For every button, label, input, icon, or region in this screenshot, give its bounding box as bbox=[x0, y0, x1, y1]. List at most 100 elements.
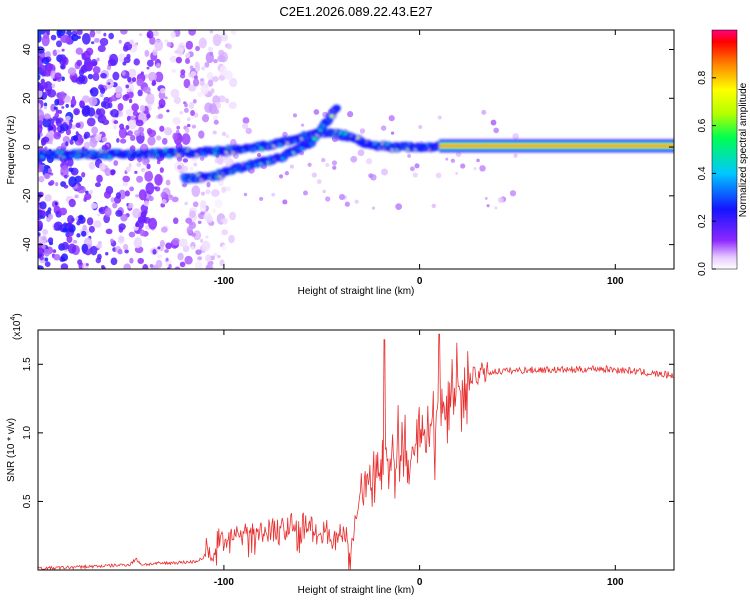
noise-blob bbox=[135, 222, 139, 228]
noise-blob bbox=[178, 238, 188, 248]
noise-blob bbox=[322, 189, 326, 194]
noise-blob bbox=[221, 131, 227, 137]
noise-blob bbox=[110, 197, 115, 203]
noise-blob bbox=[189, 166, 194, 171]
colorbar-ticks: 0.0 0.2 0.4 0.6 0.8 bbox=[697, 70, 716, 276]
noise-blob bbox=[164, 249, 169, 253]
noise-blob bbox=[173, 118, 180, 124]
noise-blob bbox=[222, 217, 228, 225]
noise-blob bbox=[371, 206, 376, 210]
noise-blob bbox=[414, 163, 420, 169]
noise-blob bbox=[109, 53, 119, 66]
noise-blob bbox=[497, 197, 504, 204]
noise-blob bbox=[174, 50, 179, 54]
noise-blob bbox=[54, 72, 62, 80]
noise-blob bbox=[146, 66, 150, 70]
y-tick-label: 1.0 bbox=[22, 425, 33, 439]
noise-blob bbox=[119, 138, 127, 144]
noise-blob bbox=[115, 85, 123, 96]
noise-blob bbox=[58, 54, 67, 66]
noise-blob bbox=[221, 244, 228, 251]
noise-blob bbox=[368, 173, 374, 179]
noise-blob bbox=[73, 134, 78, 142]
figure-title: C2E1.2026.089.22.43.E27 bbox=[279, 4, 432, 19]
noise-blob bbox=[137, 157, 143, 163]
noise-blob bbox=[321, 157, 326, 163]
noise-blob bbox=[68, 167, 74, 172]
noise-blob bbox=[344, 201, 350, 207]
noise-blob bbox=[110, 238, 114, 244]
noise-blob bbox=[60, 123, 69, 132]
noise-blob bbox=[38, 247, 45, 255]
spectrogram-y-label: Frequency (Hz) bbox=[6, 116, 17, 185]
noise-blob bbox=[61, 106, 65, 109]
noise-blob bbox=[122, 181, 128, 187]
steady-tone-band bbox=[439, 144, 674, 147]
noise-blob bbox=[104, 167, 112, 177]
noise-blob bbox=[172, 132, 178, 141]
noise-blob bbox=[198, 130, 205, 139]
noise-blob bbox=[53, 131, 62, 140]
noise-blob bbox=[138, 224, 143, 230]
noise-blob bbox=[75, 131, 79, 136]
noise-blob bbox=[214, 199, 223, 209]
noise-blob bbox=[133, 58, 140, 66]
noise-blob bbox=[412, 172, 418, 178]
noise-blob bbox=[191, 232, 197, 237]
noise-blob bbox=[282, 131, 288, 138]
noise-blob bbox=[117, 102, 124, 111]
noise-blob bbox=[96, 174, 103, 183]
noise-blob bbox=[48, 125, 54, 131]
noise-blob bbox=[73, 108, 80, 116]
noise-blob bbox=[76, 220, 81, 226]
noise-blob bbox=[170, 31, 176, 39]
noise-blob bbox=[54, 201, 58, 206]
noise-blob bbox=[164, 96, 168, 100]
noise-blob bbox=[490, 119, 497, 126]
noise-blob bbox=[98, 108, 106, 117]
noise-blob bbox=[78, 214, 84, 221]
noise-blob bbox=[56, 49, 61, 54]
noise-blob bbox=[479, 165, 486, 172]
snr-x-label: Height of straight line (km) bbox=[298, 585, 415, 596]
noise-blob bbox=[146, 113, 151, 119]
noise-blob bbox=[192, 201, 199, 208]
noise-blob bbox=[38, 220, 42, 226]
noise-blob bbox=[128, 231, 136, 238]
noise-blob bbox=[47, 168, 53, 174]
noise-blob bbox=[38, 176, 45, 183]
noise-blob bbox=[113, 160, 119, 166]
noise-blob bbox=[164, 39, 169, 43]
noise-blob bbox=[325, 196, 331, 202]
noise-blob bbox=[159, 125, 165, 132]
noise-blob bbox=[146, 32, 151, 39]
noise-blob bbox=[347, 111, 354, 118]
noise-blob bbox=[218, 49, 225, 57]
noise-blob bbox=[75, 47, 84, 55]
noise-blob bbox=[77, 74, 86, 83]
noise-blob bbox=[152, 49, 158, 56]
noise-blob bbox=[38, 232, 41, 237]
noise-blob bbox=[195, 45, 200, 52]
noise-blob bbox=[225, 134, 230, 139]
noise-blob bbox=[141, 157, 150, 166]
noise-blob bbox=[125, 84, 130, 89]
noise-blob bbox=[228, 101, 237, 110]
noise-blob bbox=[98, 84, 104, 91]
snr-line bbox=[38, 333, 674, 570]
noise-blob bbox=[147, 71, 157, 82]
noise-blob bbox=[165, 257, 169, 262]
noise-blob bbox=[74, 194, 79, 199]
noise-blob bbox=[72, 239, 78, 244]
noise-blob bbox=[144, 170, 154, 182]
noise-blob bbox=[199, 156, 205, 161]
noise-blob bbox=[86, 117, 96, 127]
noise-blob bbox=[82, 224, 87, 231]
noise-blob bbox=[200, 200, 207, 209]
noise-blob bbox=[149, 264, 154, 268]
noise-blob bbox=[44, 257, 49, 262]
x-tick-label: 100 bbox=[607, 276, 624, 287]
snr-multiplier-exponent: 4 bbox=[10, 317, 17, 321]
noise-blob bbox=[161, 137, 168, 145]
noise-blob bbox=[171, 196, 179, 203]
